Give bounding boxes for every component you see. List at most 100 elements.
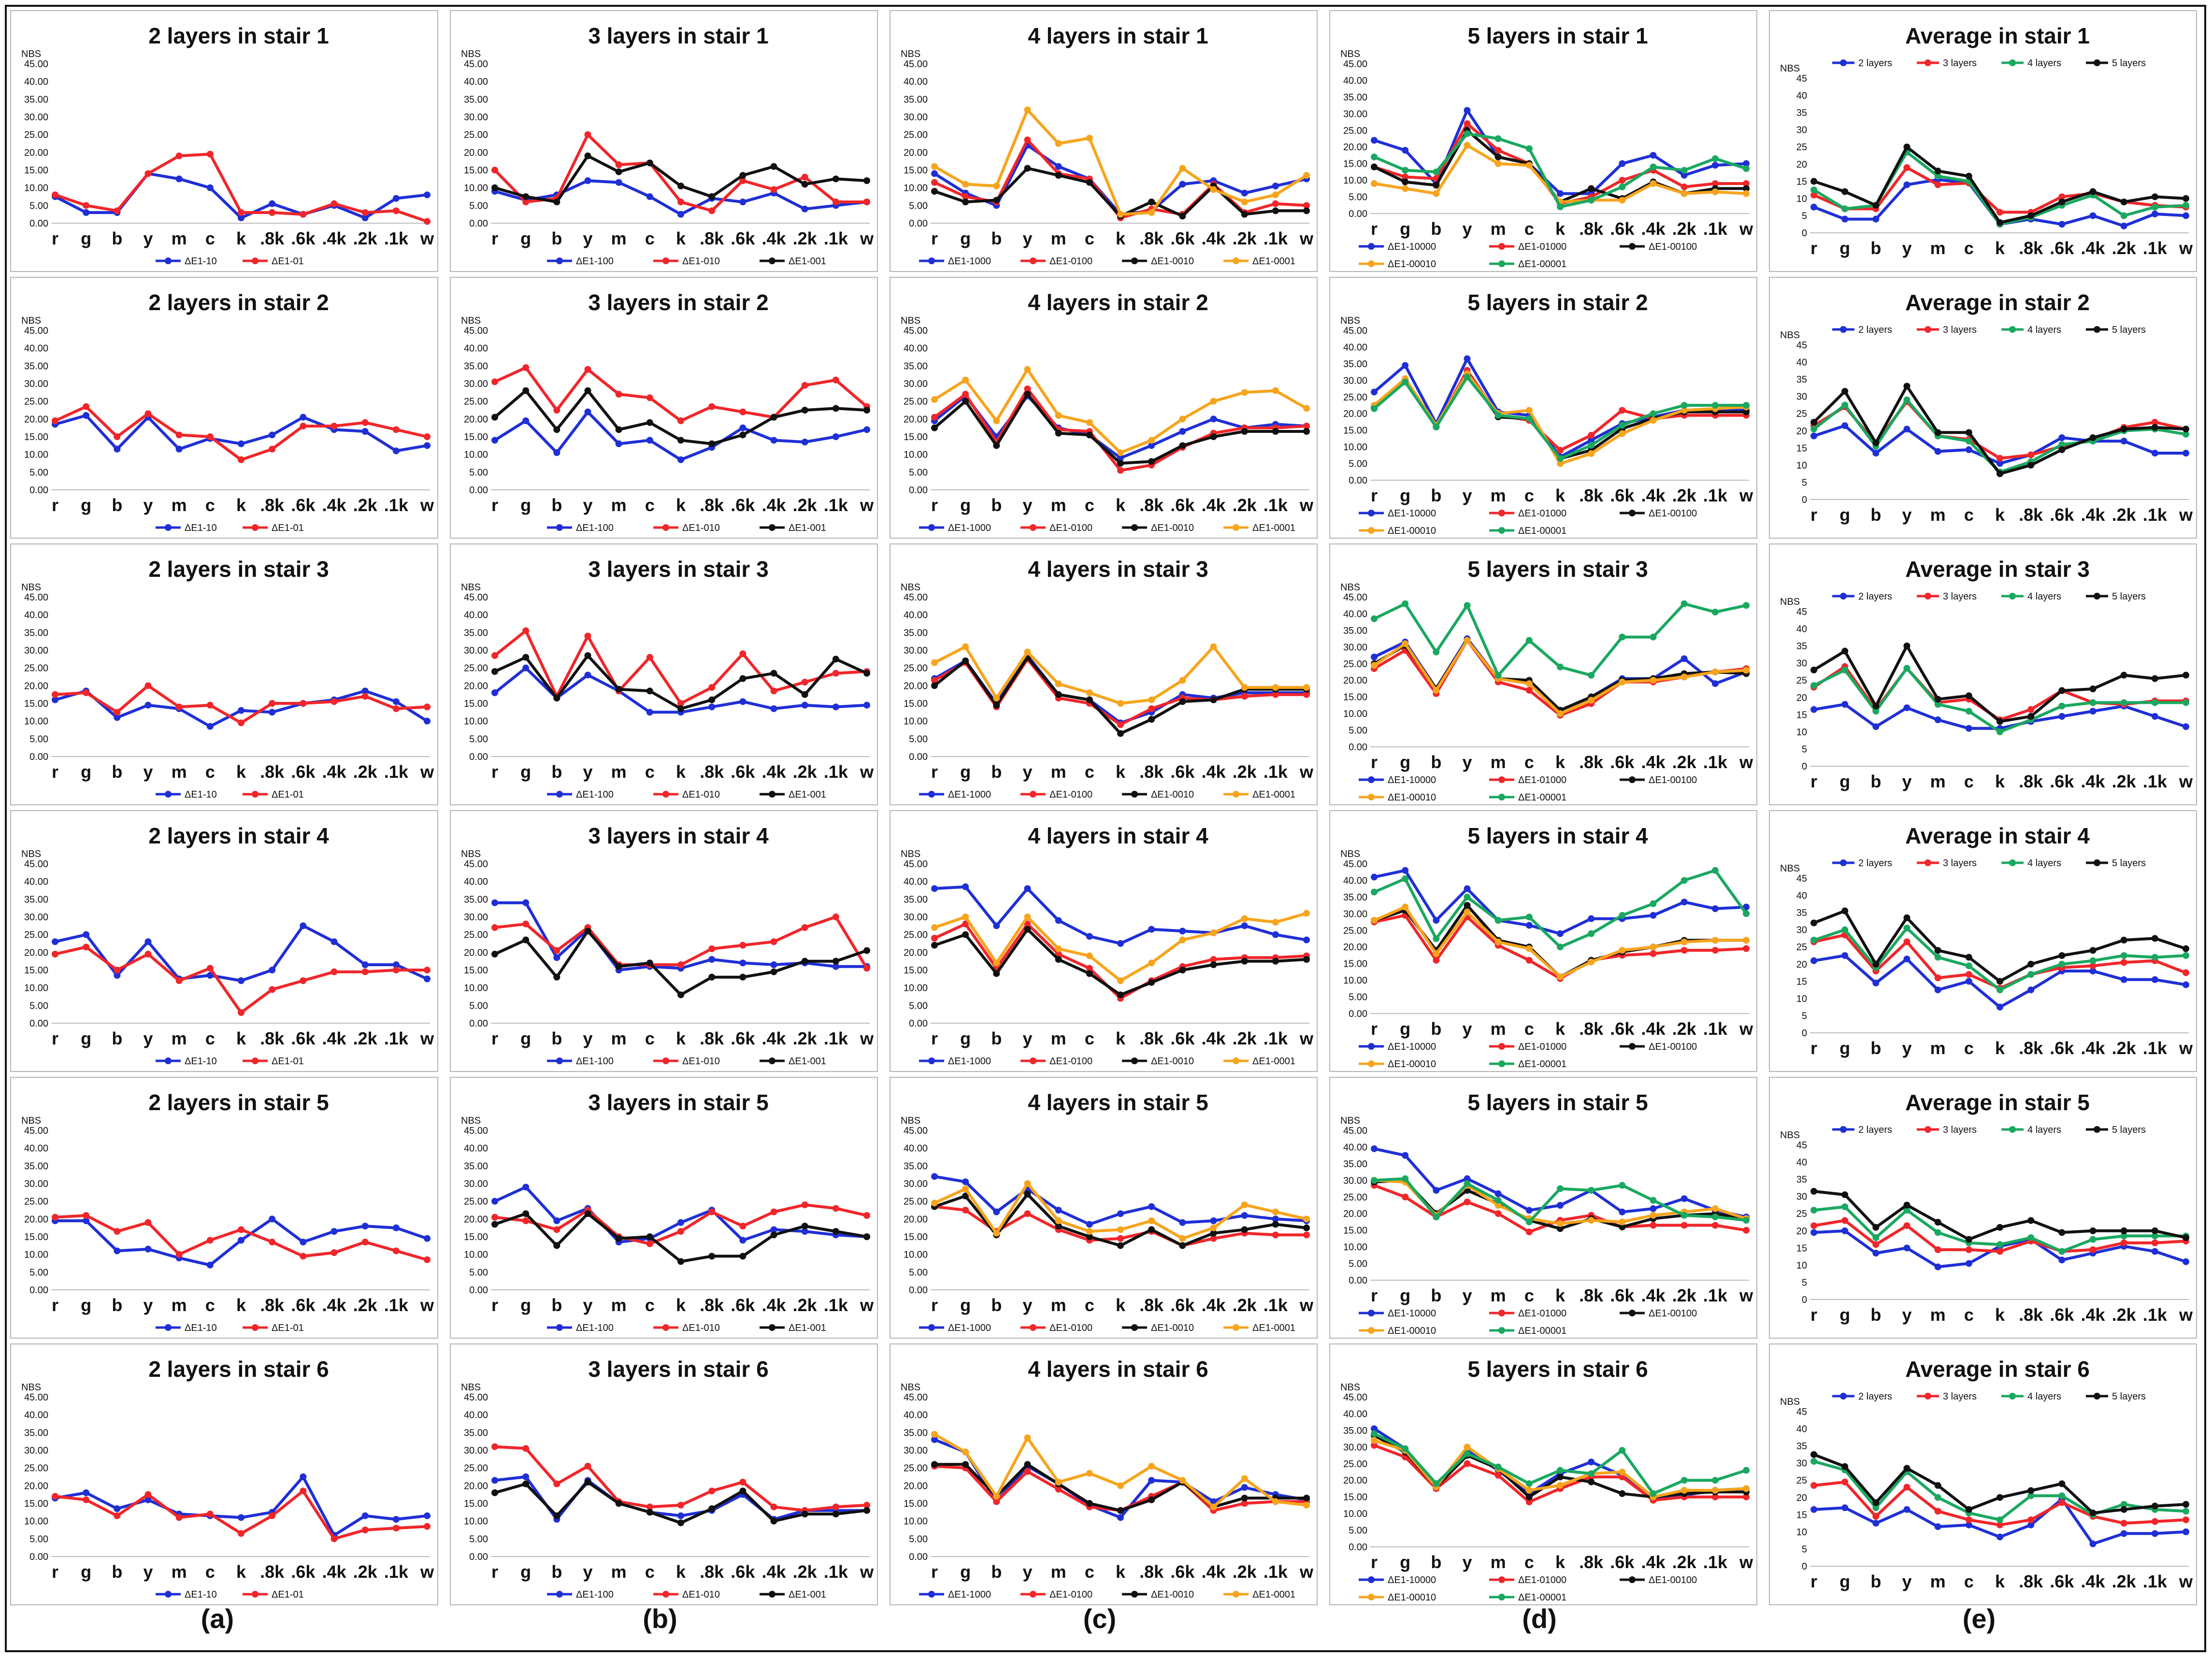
x-tick-d1-6: k [1555,219,1566,239]
y-tick-a1-1: 5.00 [29,200,48,211]
legend-label-d3-1: ΔE1-01000 [1518,775,1566,786]
point-e5-3-5 [1965,1236,1972,1243]
point-e5-1-1 [1841,1217,1849,1224]
x-tick-d1-12: w [1739,219,1753,239]
y-unit-label-a3: NBS [21,582,41,593]
y-tick-c4-7: 35.00 [904,894,928,905]
x-tick-b4-2: b [551,1028,562,1048]
legend-label-d1-4: ΔE1-00001 [1518,259,1566,270]
point-c6-2-3 [1024,1461,1031,1468]
chart-title-a5: 2 layers in stair 5 [148,1090,329,1115]
point-d1-4-8 [1619,183,1626,190]
point-c1-2-8 [1179,213,1186,220]
y-tick-c3-9: 45.00 [904,592,928,603]
point-e2-0-6 [1997,460,2003,467]
x-tick-b2-3: y [583,495,592,515]
point-c6-3-7 [1148,1463,1155,1470]
y-tick-d2-6: 30.00 [1343,375,1367,386]
point-d3-4-3 [1464,602,1471,609]
point-e5-0-12 [2183,1258,2189,1265]
point-a5-1-5 [206,1237,214,1244]
legend-label-d1-1: ΔE1-01000 [1518,242,1566,252]
point-b3-0-12 [863,701,870,709]
point-c2-2-5 [1086,431,1093,439]
y-tick-d6-5: 25.00 [1343,1459,1367,1470]
point-d5-4-1 [1402,1175,1409,1182]
point-d1-0-9 [1650,152,1657,159]
point-b5-1-0 [491,1214,498,1221]
point-e6-0-7 [2027,1521,2035,1528]
point-d5-0-3 [1464,1175,1471,1182]
panel-b6 [450,1343,878,1605]
point-b3-1-3 [584,632,591,640]
point-a3-1-3 [144,682,152,689]
x-tick-e4-4: m [1930,1038,1946,1058]
point-c5-1-1 [962,1207,969,1214]
point-e1-2-10 [2120,212,2127,219]
x-tick-d3-10: .2k [1672,752,1697,772]
x-tick-e1-6: k [1995,238,2005,258]
legend-label-b1-1: ΔE1-010 [682,256,720,267]
legend-marker-b5-2 [769,1324,776,1331]
legend-marker-e2-1 [1925,326,1931,333]
x-tick-e2-5: c [1964,505,1974,525]
point-e3-0-12 [2183,723,2189,730]
x-tick-b3-8: .6k [731,762,755,782]
point-c6-3-12 [1303,1501,1310,1509]
legend-marker-c1-0 [928,257,935,264]
point-c4-3-6 [1117,977,1124,984]
x-tick-a2-1: g [81,495,91,515]
y-tick-b4-7: 35.00 [464,894,488,905]
point-e5-1-9 [2089,1246,2097,1253]
point-a1-1-2 [114,207,121,214]
point-e4-3-5 [1965,954,1972,961]
legend-label-a6-1: ΔE1-01 [272,1589,304,1600]
x-tick-a2-6: k [236,495,246,515]
x-tick-b5-8: .6k [731,1295,755,1315]
point-c4-2-6 [1117,991,1124,999]
point-c1-3-0 [931,163,938,170]
point-a3-0-3 [144,701,152,709]
x-tick-d5-2: b [1431,1286,1441,1305]
point-a2-0-11 [392,447,400,455]
x-tick-e2-2: b [1870,505,1881,525]
legend-label-b6-2: ΔE1-001 [789,1589,826,1600]
chart-title-c3: 4 layers in stair 3 [1028,557,1208,582]
y-tick-d5-4: 20.00 [1343,1209,1367,1219]
panel-a5 [10,1077,438,1339]
legend-label-d1-0: ΔE1-10000 [1388,242,1436,252]
point-c3-2-2 [993,701,1000,709]
point-b2-1-8 [739,408,747,415]
y-tick-b5-2: 10.00 [464,1250,488,1260]
point-c2-0-7 [1148,442,1155,449]
x-tick-d4-2: b [1431,1019,1441,1039]
legend-label-b3-2: ΔE1-001 [789,789,826,800]
point-c4-0-7 [1148,926,1155,933]
legend-label-b5-2: ΔE1-001 [789,1323,826,1333]
point-e5-0-4 [1934,1263,1941,1271]
point-c6-3-4 [1055,1479,1062,1486]
point-c4-0-12 [1303,936,1310,943]
legend-marker-d2-3 [1368,527,1375,534]
point-e5-3-6 [1997,1224,2003,1231]
point-e3-0-1 [1841,701,1849,708]
point-b6-2-4 [615,1500,622,1507]
point-a1-0-11 [392,195,400,202]
panel-a6 [10,1343,438,1605]
point-e1-3-5 [1965,172,1972,180]
x-tick-c3-7: .8k [1139,762,1164,782]
point-c2-1-12 [1303,423,1310,429]
point-d5-1-4 [1494,1210,1502,1217]
point-d4-1-2 [1433,957,1440,964]
x-tick-d2-1: g [1400,486,1410,505]
y-tick-e1-0: 0 [1802,228,1807,239]
x-tick-e4-0: r [1810,1038,1817,1058]
x-tick-c1-8: .6k [1170,229,1195,248]
y-tick-d2-3: 15.00 [1343,426,1367,436]
legend-marker-d3-1 [1498,776,1505,783]
point-a5-0-11 [392,1224,400,1231]
legend-label-c3-1: ΔE1-0100 [1049,789,1092,800]
point-b6-1-1 [522,1445,530,1452]
chart-title-a1: 2 layers in stair 1 [148,23,329,48]
point-c2-1-3 [1024,386,1031,392]
